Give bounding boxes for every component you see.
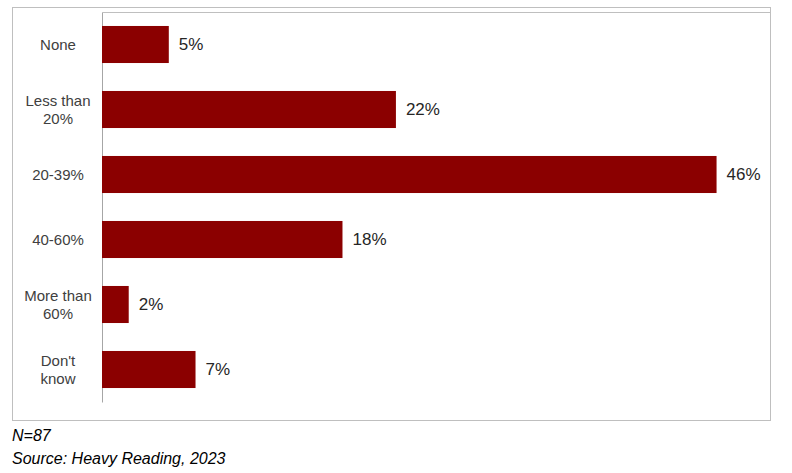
- data-label: 22%: [406, 100, 440, 119]
- y-axis-line: [102, 13, 103, 403]
- y-tick-label-line: 20%: [43, 110, 73, 127]
- y-tick: Less than20%: [25, 92, 102, 127]
- data-labels: 5% 22% 46% 18% 2% 7%: [139, 35, 761, 379]
- y-tick-label: More than60%: [24, 287, 92, 322]
- y-tick-label: Less than20%: [25, 92, 90, 127]
- y-tick-label-line: Don't: [41, 352, 76, 369]
- data-label: 46%: [727, 165, 761, 184]
- y-tick-label-line: More than: [24, 287, 92, 304]
- chart-frame: [13, 8, 771, 421]
- y-tick-label: None: [40, 36, 76, 53]
- y-tick-label: Don'tknow: [40, 352, 76, 387]
- y-tick-label-line: 60%: [43, 305, 73, 322]
- data-label: 18%: [352, 230, 386, 249]
- y-tick: More than60%: [24, 287, 102, 322]
- y-tick-label-line: Less than: [25, 92, 90, 109]
- bar: [102, 286, 129, 323]
- y-tick-label-line: 40-60%: [32, 231, 84, 248]
- annotation: N=87: [12, 427, 52, 444]
- annotation: Source: Heavy Reading, 2023: [12, 450, 226, 467]
- chart: None Less than20% 20-39% 40-60% More than60%…: [0, 0, 792, 473]
- data-label: 2%: [139, 295, 164, 314]
- bar: [102, 91, 396, 128]
- y-tick-label: 40-60%: [32, 231, 84, 248]
- x-axis: [103, 12, 771, 13]
- bar: [102, 26, 169, 63]
- y-axis: None Less than20% 20-39% 40-60% More than60%…: [24, 13, 102, 403]
- bar: [102, 351, 196, 388]
- bar: [102, 156, 717, 193]
- y-tick: 20-39%: [32, 166, 102, 183]
- annotations: N=87 Source: Heavy Reading, 2023: [12, 427, 226, 467]
- data-label: 7%: [206, 360, 231, 379]
- x-axis-line: [103, 12, 771, 13]
- bars: [102, 26, 717, 388]
- y-tick: None: [40, 36, 102, 53]
- y-tick-label: 20-39%: [32, 166, 84, 183]
- y-tick-label-line: know: [40, 370, 75, 387]
- bar: [102, 221, 342, 258]
- y-tick: Don'tknow: [40, 352, 102, 387]
- y-tick: 40-60%: [32, 231, 102, 248]
- y-tick-label-line: 20-39%: [32, 166, 84, 183]
- y-tick-label-line: None: [40, 36, 76, 53]
- data-label: 5%: [179, 35, 204, 54]
